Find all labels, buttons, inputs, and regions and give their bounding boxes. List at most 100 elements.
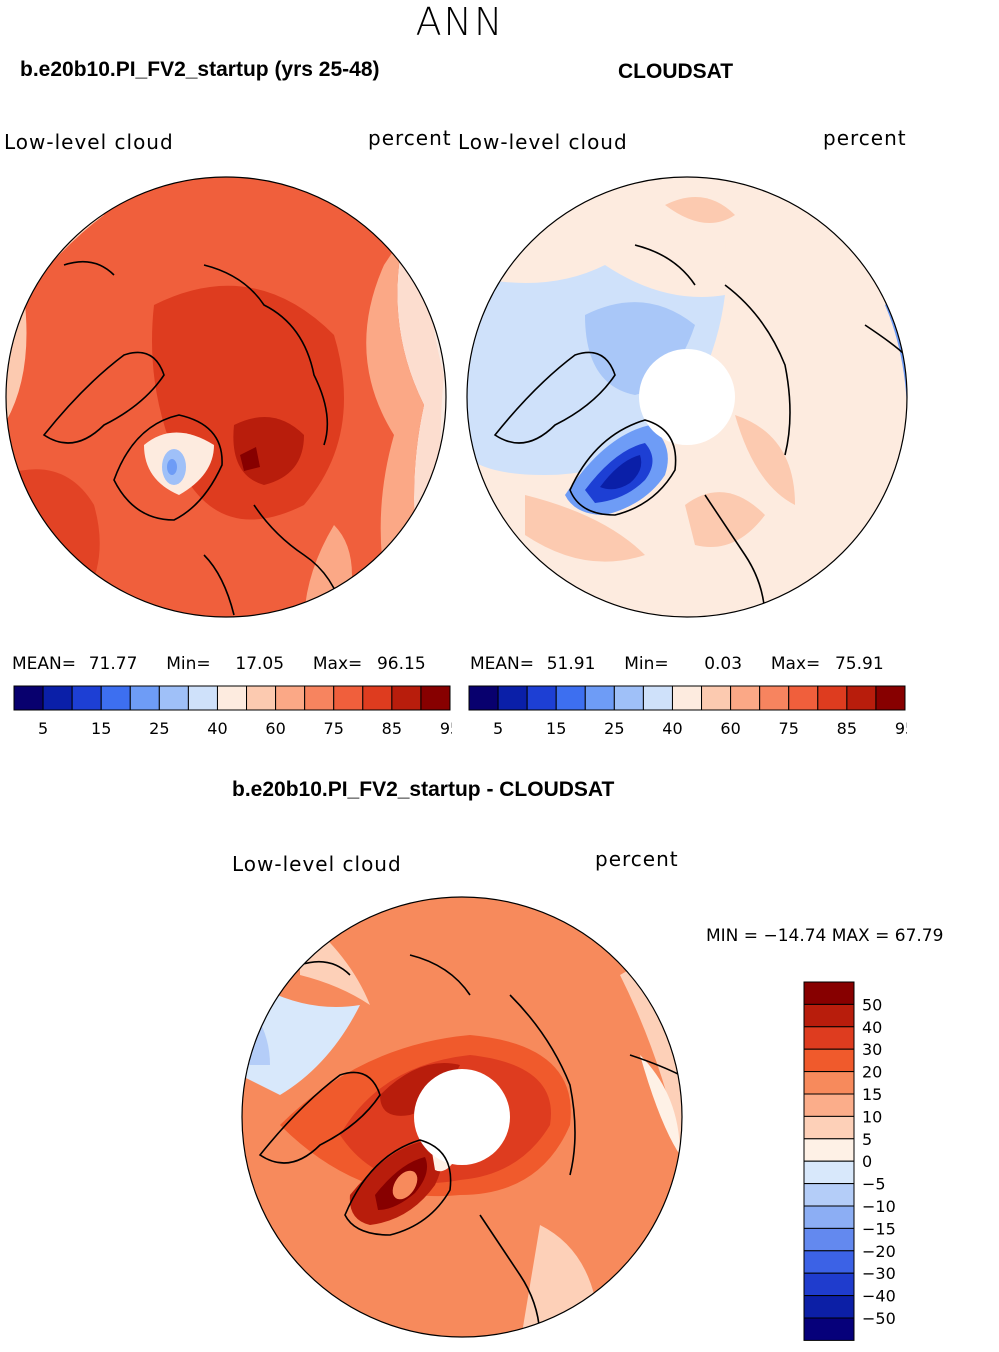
difference-colorbar-tick-label: −20 [862,1242,896,1261]
difference-colorbar-tick-label: 15 [862,1085,882,1104]
model-colorbar-swatch [129,685,160,711]
difference-colorbar-swatch [803,1227,855,1252]
difference-colorbar-swatch [803,1250,855,1274]
difference-title: b.e20b10.PI_FV2_startup - CLOUDSAT [232,778,615,801]
model-colorbar-tick-label: 95 [440,719,452,738]
model-colorbar-tick-label: 40 [207,719,227,738]
model-case-title: b.e20b10.PI_FV2_startup (yrs 25-48) [20,58,380,81]
obs-colorbar-tick-label: 5 [493,719,503,738]
model-colorbar-tick-label: 85 [382,719,402,738]
obs-mean-label: MEAN= [470,654,534,674]
difference-colorbar-tick-label: 50 [862,995,882,1014]
obs-colorbar-swatch [817,685,848,711]
difference-units-label: percent [595,847,679,871]
obs-max-value: 75.91 [834,654,884,674]
model-colorbar-swatch [158,685,189,711]
obs-colorbar-tick-label: 95 [895,719,907,738]
difference-colorbar-tick-label: −30 [862,1264,896,1283]
model-colorbar-swatches [13,685,451,711]
obs-colorbar-swatch [613,685,644,711]
obs-colorbar-swatch [642,685,673,711]
obs-colorbar-swatch [730,685,761,711]
obs-colorbar-swatch [497,685,528,711]
difference-colorbar-swatch [803,1183,855,1207]
obs-colorbar-swatch [671,685,703,711]
obs-polar-map [466,176,908,618]
obs-colorbar-tick-label: 25 [604,719,624,738]
model-colorbar-swatch [304,685,335,711]
model-colorbar-swatch [420,685,451,711]
difference-polar-map [241,896,683,1338]
model-colorbar-swatch [71,685,102,711]
model-colorbar-swatch [391,685,422,711]
obs-colorbar-swatch [759,685,790,711]
difference-colorbar-swatch [803,1115,855,1140]
model-colorbar-swatch [13,685,44,711]
model-colorbar: 5 15 25 40 60 75 85 95 [13,685,452,738]
obs-colorbar-tick-label: 40 [662,719,682,738]
model-min-value: 17.05 [235,654,285,674]
obs-colorbar-tick-label: 60 [720,719,740,738]
model-colorbar-swatch [187,685,218,711]
model-max-label: Max= [312,654,363,674]
model-variable-label: Low-level cloud [4,130,174,154]
obs-min-value: 0.03 [704,654,743,674]
obs-colorbar: 5 15 25 40 60 75 85 95 [468,685,907,738]
obs-variable-label: Low-level cloud [458,130,628,154]
difference-colorbar-swatch [803,1272,855,1297]
obs-min-label: Min= [624,654,669,674]
season-title: ANN [415,0,505,44]
obs-colorbar-swatch [555,685,586,711]
difference-colorbar-tick-label: −40 [862,1287,896,1306]
model-colorbar-swatch [362,685,393,711]
difference-colorbar-tick-label: 30 [862,1040,882,1059]
difference-colorbar-tick-label: 10 [862,1107,882,1126]
difference-colorbar-tick-label: −50 [862,1309,896,1328]
obs-stats: MEAN= 51.91 Min= 0.03 Max= 75.91 [470,654,910,674]
difference-colorbar-swatch [803,981,855,1005]
model-min-label: Min= [166,654,211,674]
model-colorbar-ticks: 5 15 25 40 60 75 85 95 [38,719,452,738]
difference-colorbar-swatch [803,1160,855,1185]
model-colorbar-swatch [216,685,248,711]
obs-mean-value: 51.91 [546,654,596,674]
model-max-value: 96.15 [376,654,426,674]
difference-colorbar-swatch [803,1026,855,1050]
model-colorbar-swatch [100,685,131,711]
obs-colorbar-swatch [788,685,819,711]
obs-colorbar-swatch [846,685,877,711]
model-colorbar-tick-label: 25 [149,719,169,738]
model-colorbar-swatch [275,685,306,711]
model-colorbar-tick-label: 5 [38,719,48,738]
obs-colorbar-tick-label: 85 [837,719,857,738]
difference-colorbar-tick-label: 20 [862,1063,882,1082]
difference-colorbar-swatch [803,1317,855,1341]
model-units-label: percent [368,126,452,150]
obs-colorbar-swatch [701,685,732,711]
difference-colorbar-swatch [803,1295,855,1319]
model-colorbar-swatch [333,685,364,711]
difference-colorbar-tick-label: 5 [862,1130,872,1149]
obs-colorbar-swatch [468,685,499,711]
obs-colorbar-swatch [526,685,557,711]
difference-colorbar-tick-label: −5 [862,1175,886,1194]
obs-units-label: percent [823,126,907,150]
difference-colorbar-swatches [803,981,855,1341]
model-polar-map [5,176,447,618]
difference-colorbar-swatch [803,1048,855,1073]
obs-case-title: CLOUDSAT [618,60,734,83]
model-colorbar-tick-label: 15 [91,719,111,738]
obs-max-label: Max= [770,654,821,674]
obs-colorbar-swatch [875,685,906,711]
difference-colorbar-swatch [803,1003,855,1028]
difference-colorbar-tick-label: 40 [862,1018,882,1037]
difference-colorbar-tick-label: −10 [862,1197,896,1216]
model-colorbar-swatch [42,685,73,711]
model-mean-value: 71.77 [88,654,138,674]
difference-variable-label: Low-level cloud [232,852,402,876]
difference-colorbar-swatch [803,1071,855,1095]
model-colorbar-tick-label: 75 [324,719,344,738]
model-colorbar-swatch [246,685,277,711]
